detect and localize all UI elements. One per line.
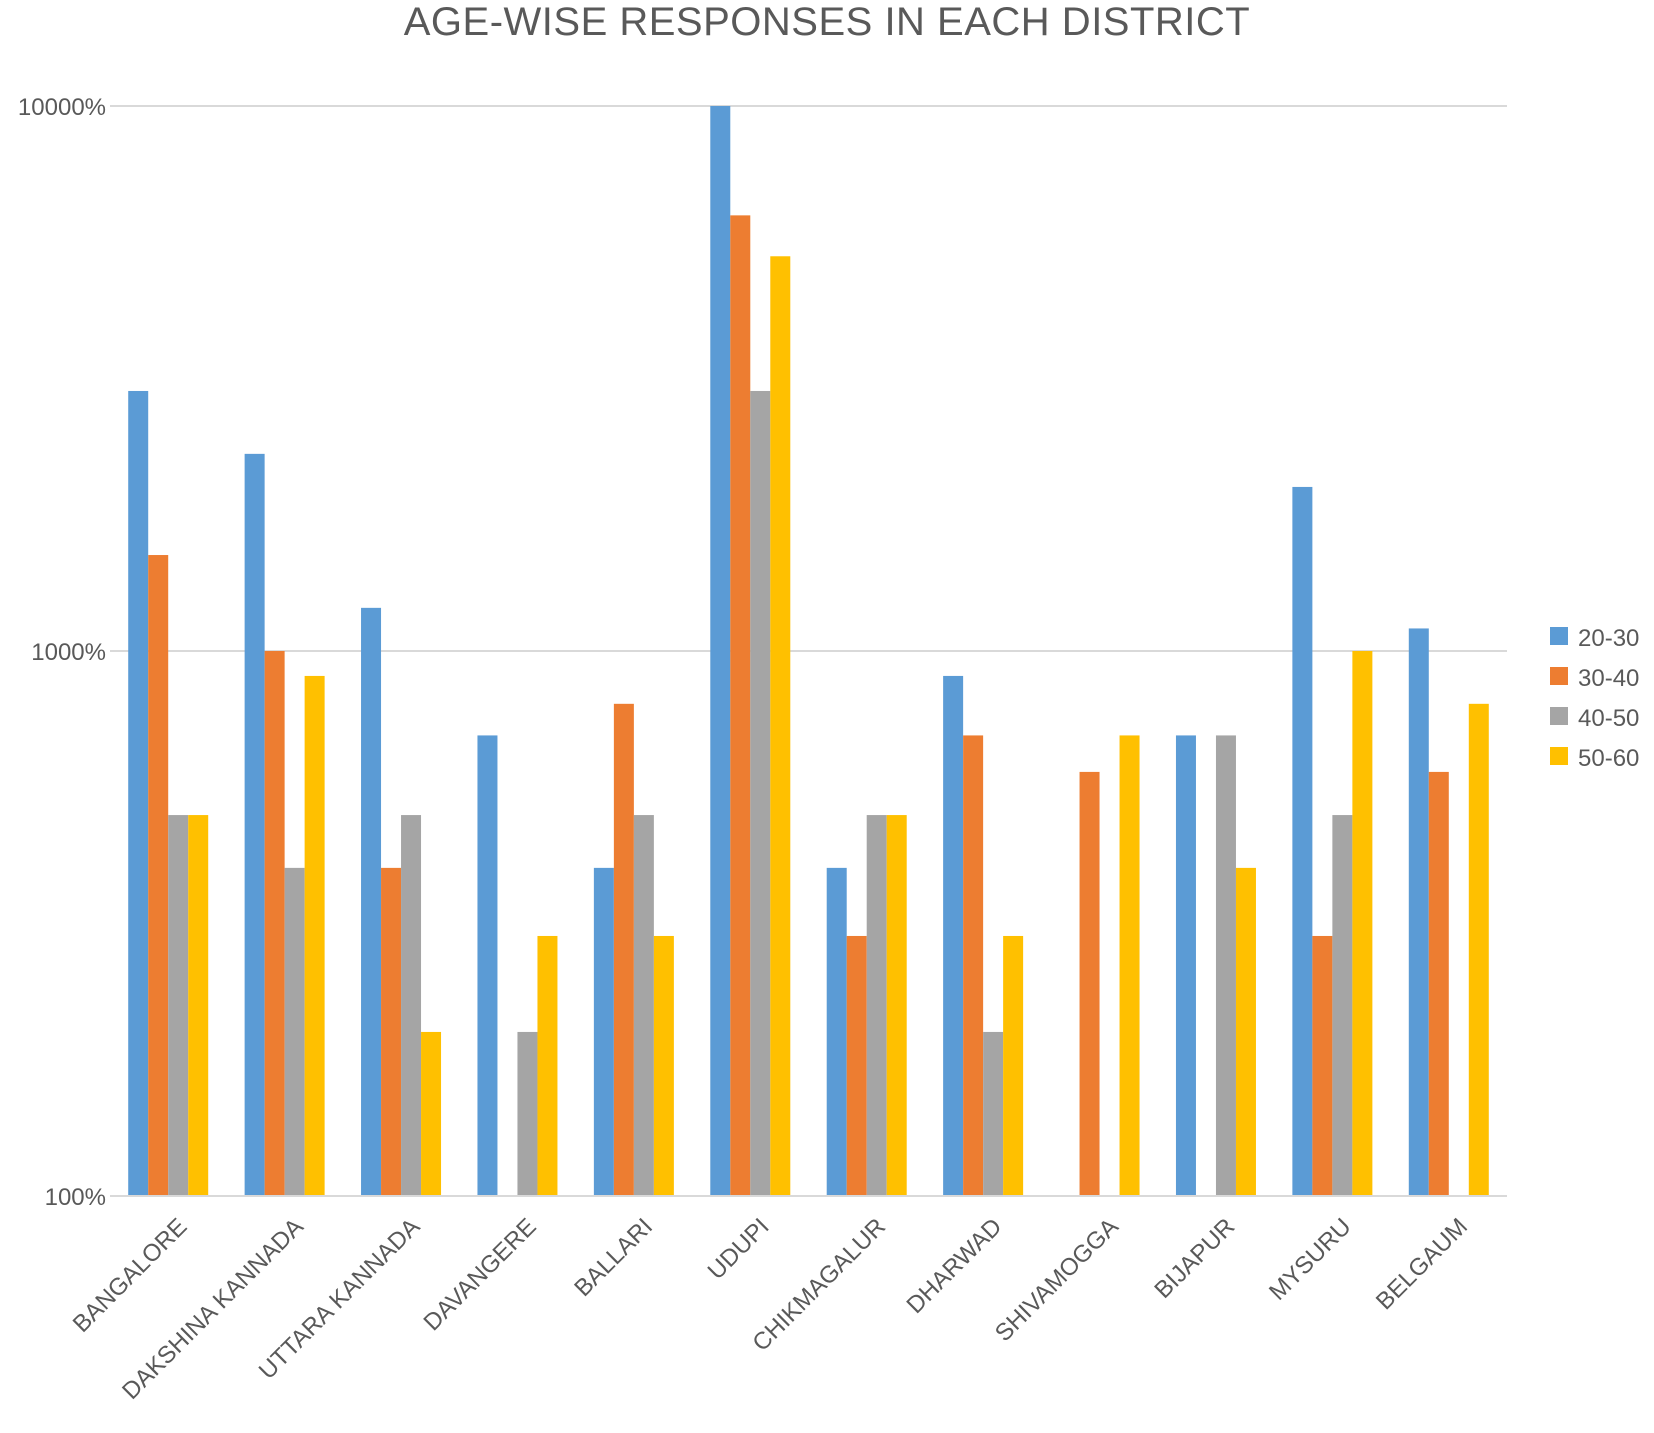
bar — [1428, 771, 1449, 1196]
bar — [264, 651, 285, 1196]
bar — [633, 815, 654, 1196]
y-tick-label: 100% — [45, 1184, 106, 1211]
legend-label: 20-30 — [1578, 625, 1639, 652]
bar — [1119, 735, 1140, 1196]
legend-label: 40-50 — [1578, 705, 1639, 732]
x-tick-label: DHARWAD — [902, 1213, 1008, 1319]
legend-swatch — [1550, 627, 1568, 645]
bar — [653, 935, 674, 1196]
bar — [710, 106, 731, 1196]
x-tick-label: UDUPI — [703, 1213, 775, 1285]
bar — [1312, 935, 1333, 1196]
bar — [1003, 935, 1024, 1196]
bar — [188, 815, 209, 1196]
bar — [866, 815, 887, 1196]
bar — [613, 703, 634, 1196]
bar — [517, 1031, 538, 1196]
x-tick-label: BELGAUM — [1371, 1213, 1473, 1315]
legend-swatch — [1550, 667, 1568, 685]
x-tick-label: BALLARI — [569, 1213, 658, 1302]
x-tick-label: BIJAPUR — [1149, 1213, 1240, 1304]
bar — [1468, 703, 1489, 1196]
legend-label: 50-60 — [1578, 745, 1639, 772]
x-tick-label: DAVANGERE — [419, 1213, 542, 1336]
bar — [477, 735, 498, 1196]
bar — [1175, 735, 1196, 1196]
bar — [1408, 628, 1429, 1196]
bars — [110, 106, 1507, 1197]
x-tick-label: BANGALORE — [68, 1213, 193, 1338]
bar — [983, 1031, 1004, 1196]
bar — [421, 1031, 442, 1196]
bar — [1079, 771, 1100, 1196]
bar — [401, 815, 422, 1196]
bar — [168, 815, 189, 1196]
bar — [128, 390, 149, 1197]
bar — [846, 935, 867, 1196]
bar — [1352, 651, 1373, 1196]
bar — [304, 675, 325, 1196]
bar — [770, 256, 791, 1196]
bar — [826, 867, 847, 1196]
x-tick-label: MYSURU — [1264, 1213, 1357, 1306]
legend-label: 30-40 — [1578, 665, 1639, 692]
bar — [886, 815, 907, 1196]
bar — [1215, 735, 1236, 1196]
bar — [730, 215, 751, 1197]
legend: 20-30 30-40 40-50 50-60 — [1550, 625, 1639, 772]
chart-title: AGE-WISE RESPONSES IN EACH DISTRICT — [403, 0, 1251, 44]
legend-swatch — [1550, 707, 1568, 725]
bar — [244, 453, 265, 1196]
bar — [361, 607, 382, 1196]
bar — [284, 867, 305, 1196]
bar — [381, 867, 402, 1196]
bar — [593, 867, 614, 1196]
bar — [943, 675, 964, 1196]
bar — [1235, 867, 1256, 1196]
x-tick-label: SHIVAMOGGA — [990, 1213, 1124, 1347]
legend-swatch — [1550, 747, 1568, 765]
bar — [1332, 815, 1353, 1196]
bar — [1292, 486, 1313, 1196]
y-tick-label: 10000% — [18, 94, 106, 121]
y-tick-label: 1000% — [31, 639, 106, 666]
bar — [148, 555, 169, 1196]
bar — [750, 390, 771, 1197]
bar — [537, 935, 558, 1196]
bar — [963, 735, 984, 1196]
